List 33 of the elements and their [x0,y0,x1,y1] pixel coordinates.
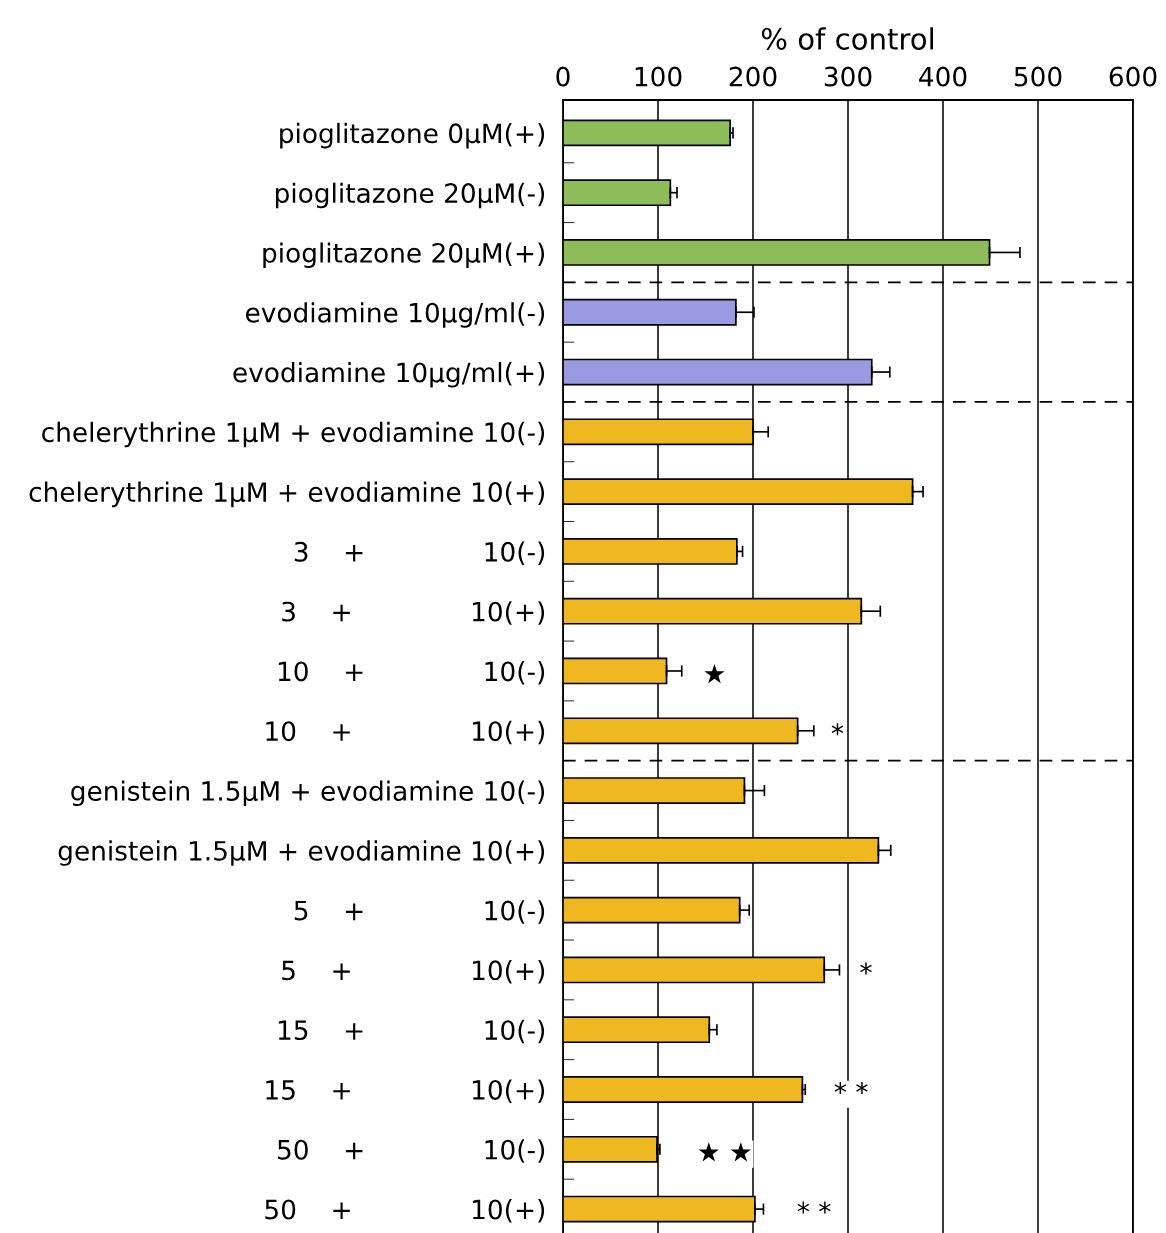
y-tick-label: 50 + 10(-) [278,1139,545,1163]
annotation: * [831,723,844,736]
y-tick-label: 5 + 10(-) [294,900,545,924]
annotation: ★ [704,663,725,684]
y-tick-label: 50 + 10(+) [265,1199,545,1223]
y-tick-label: genistein 1.5μM + evodiamine 10(+) [58,840,545,866]
y-tick-label: genistein 1.5μM + evodiamine 10(-) [71,780,545,807]
y-tick-label: evodiamine 10μg/ml(+) [233,362,545,388]
y-tick-label: 3 + 10(-) [294,541,545,565]
x-tick-label: 200 [729,66,777,87]
y-tick-label: 5 + 10(+) [282,959,545,984]
annotation: * [860,962,872,975]
x-tick-label: 100 [635,66,682,87]
y-tick-label: 15 + 10(-) [278,1019,545,1044]
y-tick-label: pioglitazone 20μM(-) [275,182,545,209]
y-tick-label: 15 + 10(+) [266,1079,545,1104]
y-tick-label: pioglitazone 0μM(+) [280,122,545,149]
annotation: * * [797,1201,831,1214]
x-tick-label: 400 [919,66,967,87]
x-tick-label: 600 [1109,66,1157,87]
x-tick-label: 0 [556,66,570,87]
annotation: * * [834,1081,868,1095]
x-axis-title: % of control [761,27,933,50]
y-tick-label: pioglitazone 20μM(+) [263,242,545,268]
x-tick-label: 300 [824,66,872,87]
y-tick-label: 10 + 10(+) [266,720,545,745]
annotation: ★ ★ [698,1142,751,1162]
x-tick-label: 500 [1014,66,1062,87]
y-tick-label: 10 + 10(-) [278,660,545,685]
y-tick-label: chelerythrine 1μM + evodiamine 10(+) [29,481,545,508]
y-tick-label: evodiamine 10μg/ml(-) [245,302,545,328]
y-tick-label: chelerythrine 1μM + evodiamine 10(-) [42,421,545,448]
y-tick-label: 3 + 10(+) [282,601,545,625]
